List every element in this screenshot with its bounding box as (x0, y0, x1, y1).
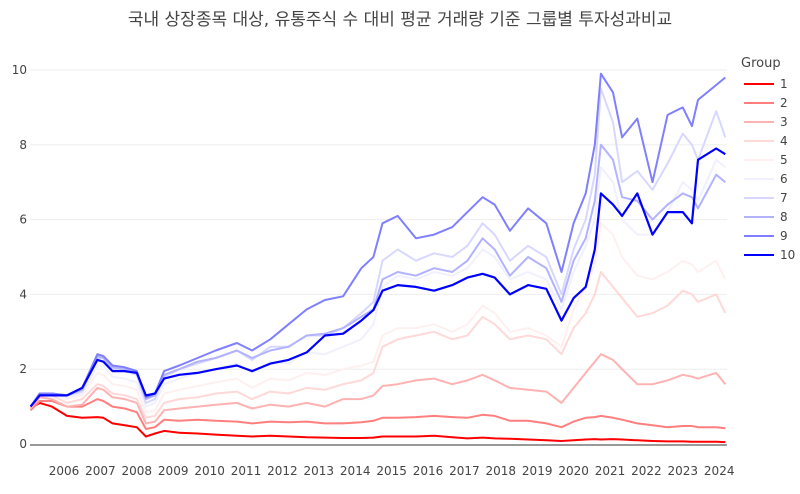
series-line-group-6 (29, 158, 726, 408)
y-tick-label: 6 (19, 213, 27, 227)
legend-label: 2 (780, 96, 788, 110)
x-tick-label: 2024 (704, 464, 735, 478)
x-tick-label: 2012 (267, 464, 298, 478)
legend-label: 6 (780, 172, 788, 186)
series-line-group-5 (29, 222, 727, 414)
chart-title: 국내 상장종목 대상, 유통주식 수 대비 평균 거래량 기준 그룹별 투자성과… (128, 10, 672, 30)
x-tick-label: 2010 (194, 464, 225, 478)
legend-label: 10 (780, 248, 795, 262)
x-axis: 2006 2007 2008 2009 2010 2011 2012 2013 2014 2015… (49, 464, 735, 478)
legend-label: 8 (780, 210, 788, 224)
x-tick-label: 2014 (340, 464, 371, 478)
legend-item-group-9[interactable]: 9 (744, 229, 788, 243)
grid (30, 69, 727, 446)
x-tick-label: 2018 (486, 464, 517, 478)
legend-item-group-5[interactable]: 5 (744, 153, 788, 167)
x-tick-label: 2019 (522, 464, 553, 478)
x-tick-label: 2020 (558, 464, 589, 478)
series-line-group-4 (29, 271, 727, 419)
series-line-group-3 (29, 353, 727, 425)
legend[interactable]: Group 1 2 3 4 5 6 7 8 9 10 (741, 56, 795, 262)
x-tick-label: 2022 (631, 464, 662, 478)
legend-label: 5 (780, 153, 788, 167)
x-tick-label: 2009 (158, 464, 189, 478)
legend-label: 1 (780, 77, 788, 91)
x-tick-label: 2007 (85, 464, 116, 478)
x-tick-label: 2021 (595, 464, 626, 478)
legend-title: Group (741, 56, 781, 71)
legend-label: 3 (780, 115, 788, 129)
legend-item-group-3[interactable]: 3 (744, 115, 788, 129)
y-tick-label: 8 (19, 138, 27, 152)
legend-item-group-2[interactable]: 2 (744, 96, 788, 110)
y-tick-label: 4 (19, 287, 27, 301)
legend-label: 9 (780, 229, 788, 243)
legend-item-group-1[interactable]: 1 (744, 77, 788, 91)
series-lines (29, 72, 727, 444)
x-tick-label: 2023 (668, 464, 699, 478)
x-tick-label: 2017 (449, 464, 480, 478)
series-line-group-2 (29, 398, 726, 430)
series-line-group-9 (29, 72, 726, 408)
x-tick-label: 2011 (231, 464, 262, 478)
y-tick-label: 2 (19, 362, 27, 376)
legend-item-group-7[interactable]: 7 (744, 191, 788, 205)
x-tick-label: 2013 (304, 464, 335, 478)
legend-item-group-4[interactable]: 4 (744, 134, 788, 148)
y-axis: 0 2 4 6 8 10 (12, 63, 27, 451)
series-line-group-8 (29, 143, 726, 408)
x-tick-label: 2016 (413, 464, 444, 478)
legend-label: 4 (780, 134, 788, 148)
x-tick-label: 2008 (122, 464, 153, 478)
series-line-group-10 (29, 147, 726, 408)
legend-label: 7 (780, 191, 788, 205)
legend-item-group-8[interactable]: 8 (744, 210, 788, 224)
x-tick-label: 2015 (376, 464, 407, 478)
y-tick-label: 0 (19, 437, 27, 451)
y-tick-label: 10 (12, 63, 27, 77)
legend-item-group-6[interactable]: 6 (744, 172, 788, 186)
legend-item-group-10[interactable]: 10 (744, 248, 795, 262)
series-line-group-1 (30, 401, 726, 444)
x-tick-label: 2006 (49, 464, 80, 478)
